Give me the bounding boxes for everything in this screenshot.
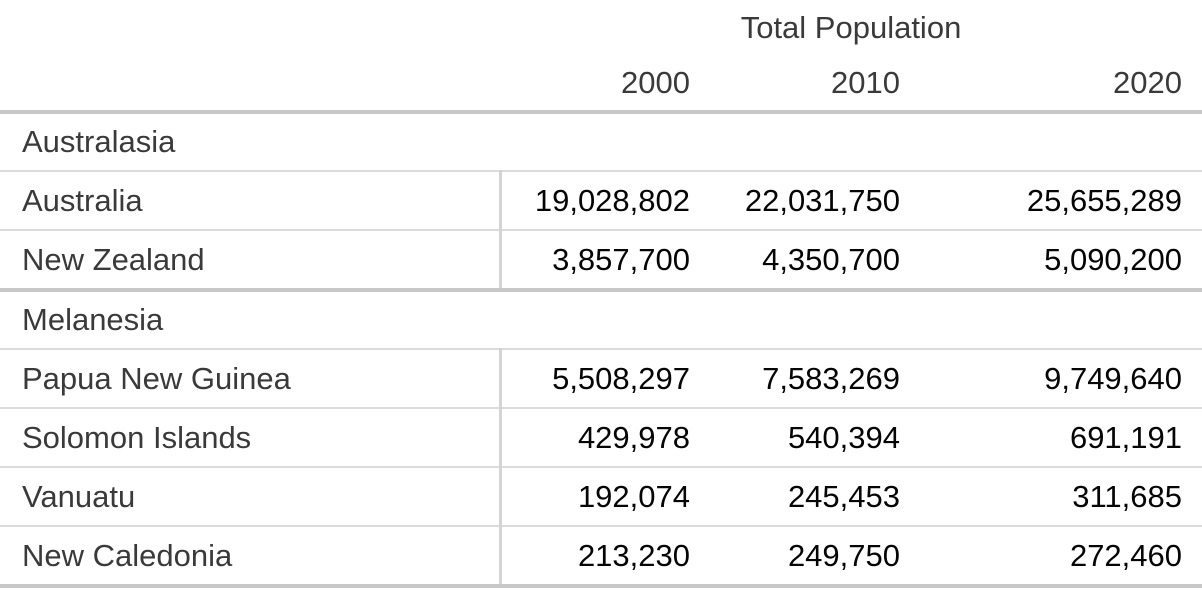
table-row: Solomon Islands 429,978 540,394 691,191 (0, 408, 1202, 468)
year-header-2000: 2000 (500, 55, 695, 114)
population-value: 540,394 (695, 408, 905, 468)
population-value: 3,857,700 (500, 230, 695, 292)
spacer-cell (0, 0, 500, 55)
population-value: 7,583,269 (695, 349, 905, 409)
population-value: 25,655,289 (905, 171, 1202, 231)
title-row: Total Population (0, 0, 1202, 55)
population-value: 4,350,700 (695, 230, 905, 292)
population-value: 691,191 (905, 408, 1202, 468)
population-value: 192,074 (500, 467, 695, 527)
table-row: New Caledonia 213,230 249,750 272,460 (0, 526, 1202, 588)
population-value: 5,090,200 (905, 230, 1202, 292)
row-label: Papua New Guinea (0, 349, 502, 409)
row-label: Vanuatu (0, 467, 502, 527)
year-header-2010: 2010 (695, 55, 905, 114)
row-label: Australia (0, 171, 502, 231)
population-value: 22,031,750 (695, 171, 905, 231)
population-value: 213,230 (500, 526, 695, 588)
group-header-row: Melanesia (0, 290, 1202, 350)
table-row: Papua New Guinea 5,508,297 7,583,269 9,749,… (0, 349, 1202, 409)
table-row: New Zealand 3,857,700 4,350,700 5,090,200 (0, 230, 1202, 292)
row-label: New Zealand (0, 230, 502, 292)
group-header-row: Australasia (0, 112, 1202, 172)
table-row: Vanuatu 192,074 245,453 311,685 (0, 467, 1202, 527)
population-value: 249,750 (695, 526, 905, 588)
population-value: 272,460 (905, 526, 1202, 588)
row-label: New Caledonia (0, 526, 502, 588)
population-value: 429,978 (500, 408, 695, 468)
group-header-label: Australasia (0, 112, 1202, 172)
table-body: Australasia Australia 19,028,802 22,031,750… (0, 112, 1202, 588)
row-label: Solomon Islands (0, 408, 502, 468)
year-header-2020: 2020 (905, 55, 1202, 114)
year-header-row: 2000 2010 2020 (0, 55, 1202, 114)
population-value: 9,749,640 (905, 349, 1202, 409)
population-value: 5,508,297 (500, 349, 695, 409)
group-header-label: Melanesia (0, 290, 1202, 350)
table-title: Total Population (740, 9, 962, 45)
population-value: 311,685 (905, 467, 1202, 527)
table-row: Australia 19,028,802 22,031,750 25,655,289 (0, 171, 1202, 231)
spacer-cell (0, 55, 500, 114)
population-value: 245,453 (695, 467, 905, 527)
population-value: 19,028,802 (500, 171, 695, 231)
